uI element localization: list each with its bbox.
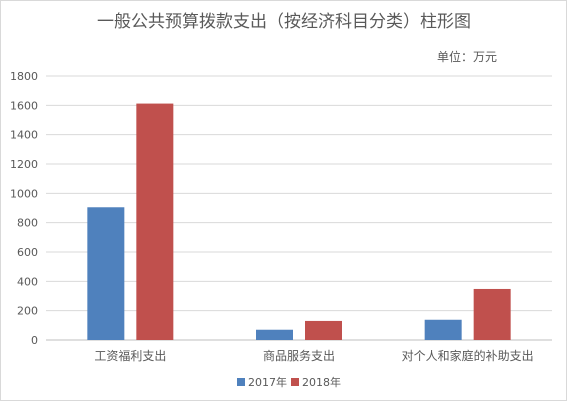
gridlines: [46, 75, 552, 341]
legend: 2017年 2018年: [237, 375, 341, 389]
y-tick-label: 1600: [10, 99, 38, 112]
legend-label: 2018年: [302, 375, 341, 389]
y-tick-label: 800: [17, 217, 38, 230]
x-tick-label: 对个人和家庭的补助支出: [402, 348, 534, 363]
bars: [87, 103, 511, 340]
bar: [256, 329, 293, 340]
unit-label: 单位：万元: [437, 49, 497, 64]
legend-swatch: [291, 378, 299, 386]
y-tick-label: 600: [17, 246, 38, 259]
bar: [87, 207, 125, 340]
y-axis: 0 200 400 600 800 1000 1200 1400 1600 1800: [10, 70, 38, 347]
x-tick-label: 工资福利支出: [94, 348, 166, 363]
bar: [136, 103, 174, 340]
y-tick-label: 1200: [10, 158, 38, 171]
y-tick-label: 1000: [10, 187, 38, 200]
x-axis: 工资福利支出 商品服务支出 对个人和家庭的补助支出: [94, 348, 533, 363]
chart-title: 一般公共预算拨款支出（按经济科目分类）柱形图: [97, 12, 471, 32]
x-tick-label: 商品服务支出: [263, 348, 335, 363]
y-tick-label: 1400: [10, 129, 38, 142]
bar: [424, 319, 462, 340]
y-tick-label: 1800: [10, 70, 38, 83]
y-tick-label: 200: [17, 305, 38, 318]
bar: [473, 288, 511, 340]
legend-label: 2017年: [248, 375, 287, 389]
y-tick-label: 400: [17, 275, 38, 288]
legend-swatch: [237, 378, 245, 386]
y-tick-label: 0: [31, 334, 38, 347]
bar: [305, 320, 342, 340]
